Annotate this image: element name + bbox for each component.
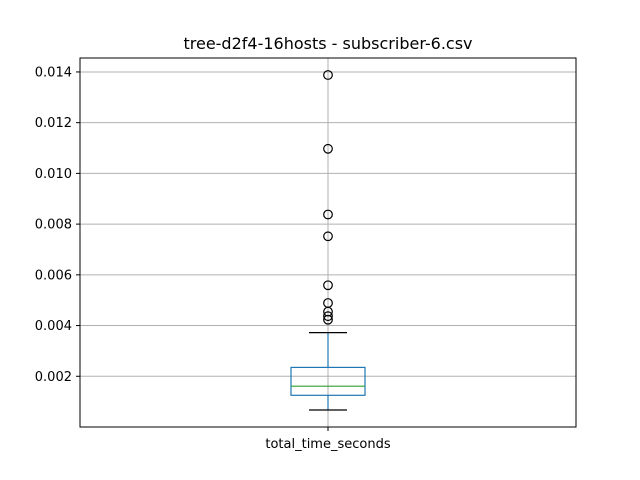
outlier-point (323, 209, 333, 220)
plot-marks (290, 70, 366, 411)
chart-title: tree-d2f4-16hosts - subscriber-6.csv (183, 34, 472, 53)
outlier-point (323, 298, 333, 308)
y-tick-label: 0.008 (35, 218, 72, 233)
axes: 0.002 0.004 0.006 0.008 0.010 0.012 0.014 (35, 65, 329, 431)
y-tick-label: 0.002 (35, 370, 72, 385)
y-tick-label: 0.014 (35, 65, 72, 80)
outlier-point (323, 280, 333, 291)
y-tick-label: 0.010 (35, 167, 72, 182)
outlier-point (323, 311, 333, 322)
iqr-box (290, 366, 366, 396)
outlier-point (323, 231, 333, 242)
outlier-point (323, 70, 333, 80)
y-tick-label: 0.012 (35, 116, 72, 131)
outlier-point (323, 143, 333, 154)
x-tick-label: total_time_seconds (265, 437, 390, 452)
y-tick-label: 0.006 (35, 268, 72, 283)
grid-lines (80, 58, 576, 427)
y-tick-label: 0.004 (35, 319, 72, 334)
